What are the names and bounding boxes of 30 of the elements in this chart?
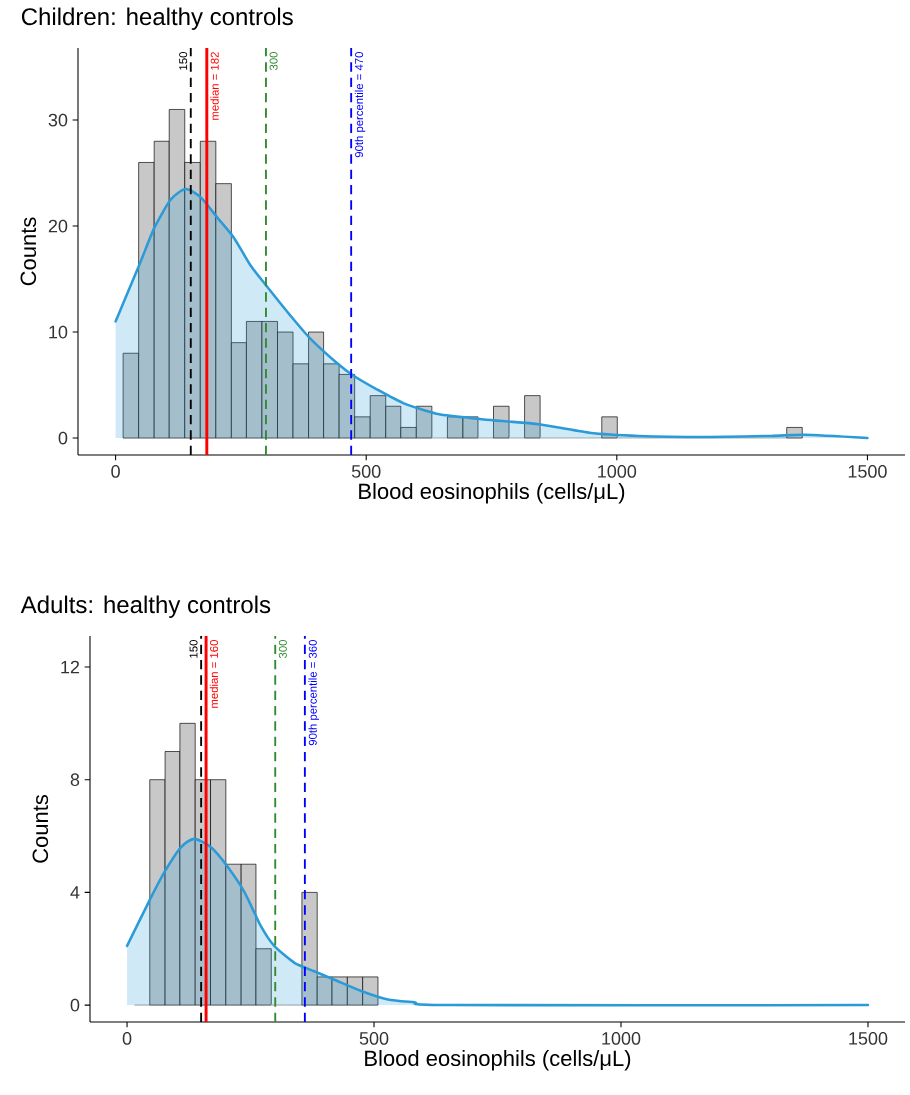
x-tick-label: 0: [122, 1032, 132, 1045]
x-tick-label: 500: [351, 465, 381, 478]
ref-line-label: 300: [269, 52, 278, 71]
ref-line-label: 90th percentile = 470: [354, 52, 366, 158]
ref-line-label: 150: [179, 52, 188, 70]
y-tick-label: 4: [70, 886, 80, 899]
x-axis-title: Blood eosinophils (cells/μL): [365, 1049, 631, 1071]
y-tick-label: 20: [48, 219, 68, 233]
x-axis-title: Blood eosinophils (cells/μL): [359, 482, 625, 504]
y-tick-label: 0: [70, 998, 80, 1012]
chart-title: Adults: healthy controls: [20, 595, 271, 618]
y-tick-label: 8: [70, 773, 80, 787]
ref-line-label: 150: [189, 640, 198, 658]
ref-line-label: 90th percentile = 360: [308, 640, 320, 746]
chart-title: Children: healthy controls: [21, 7, 293, 30]
y-tick-label: 0: [58, 431, 68, 445]
x-tick-label: 1000: [602, 1032, 641, 1045]
x-tick-label: 0: [111, 465, 120, 478]
y-tick-label: 10: [49, 325, 68, 339]
ref-line-label: median = 160: [209, 640, 218, 708]
y-tick-label: 12: [61, 660, 80, 674]
x-tick-label: 1500: [848, 465, 887, 478]
y-axis-title: Counts: [32, 794, 49, 863]
ref-line-label: median = 182: [210, 52, 219, 120]
x-tick-label: 500: [359, 1032, 389, 1045]
x-tick-label: 1500: [849, 1032, 888, 1045]
x-tick-label: 1000: [598, 465, 637, 478]
y-axis-title: Counts: [20, 217, 37, 286]
y-tick-label: 30: [48, 113, 68, 127]
ref-line-label: 300: [278, 640, 287, 659]
